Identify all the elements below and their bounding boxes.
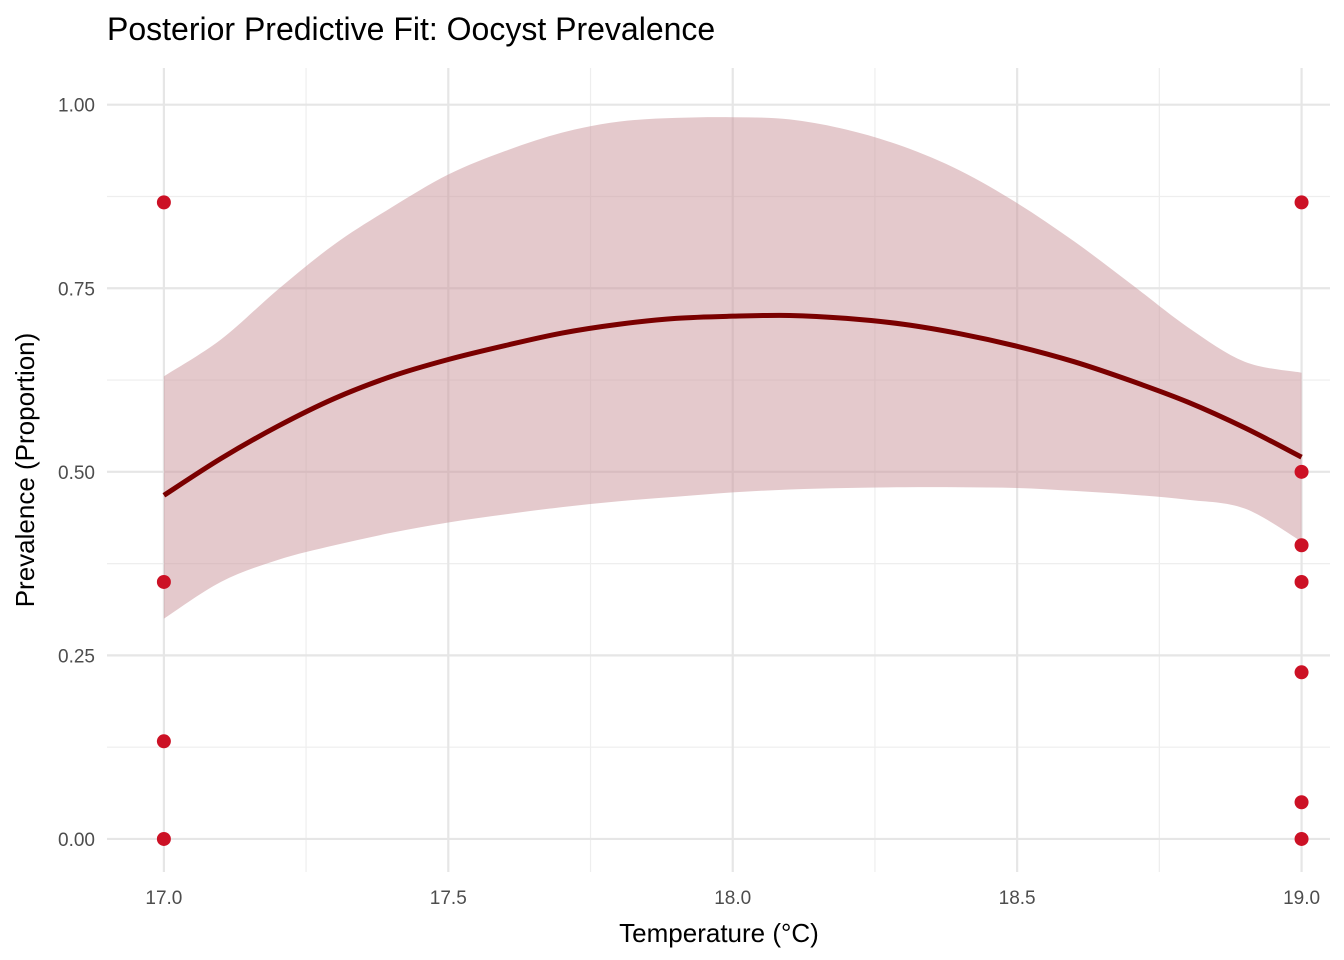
observed-points-layer <box>156 195 1309 846</box>
observed-point <box>1294 574 1309 589</box>
observed-point <box>156 831 171 846</box>
y-tick-label: 0.00 <box>58 830 95 851</box>
y-tick-label: 0.75 <box>58 279 95 300</box>
observed-point <box>1294 464 1309 479</box>
posterior-mean-line <box>162 312 1303 498</box>
x-axis-title: Temperature (°C) <box>619 918 819 948</box>
observed-point <box>1294 795 1309 810</box>
chart-title: Posterior Predictive Fit: Oocyst Prevale… <box>107 11 715 47</box>
y-tick-label: 1.00 <box>58 96 95 117</box>
fit-line-layer <box>162 312 1303 498</box>
credible-ribbon-layer <box>163 117 1302 619</box>
y-tick-label: 0.50 <box>58 463 95 484</box>
observed-point <box>1294 195 1309 210</box>
observed-point <box>156 734 171 749</box>
observed-point <box>156 195 171 210</box>
observed-point <box>1294 538 1309 553</box>
credible-interval-ribbon <box>163 117 1302 619</box>
observed-point <box>1294 665 1309 680</box>
x-tick-label: 18.0 <box>714 888 751 909</box>
x-tick-label: 19.0 <box>1283 888 1320 909</box>
observed-point <box>1294 831 1309 846</box>
y-tick-label: 0.25 <box>58 646 95 667</box>
observed-point <box>156 574 171 589</box>
x-tick-label: 18.5 <box>999 888 1036 909</box>
y-axis-title: Prevalence (Proportion) <box>10 333 40 608</box>
tick-labels: 17.0 17.5 18.0 18.5 19.0 0.00 0.25 0.50 0.75 1.00 <box>58 96 1320 909</box>
x-tick-label: 17.0 <box>145 888 182 909</box>
x-tick-label: 17.5 <box>430 888 467 909</box>
